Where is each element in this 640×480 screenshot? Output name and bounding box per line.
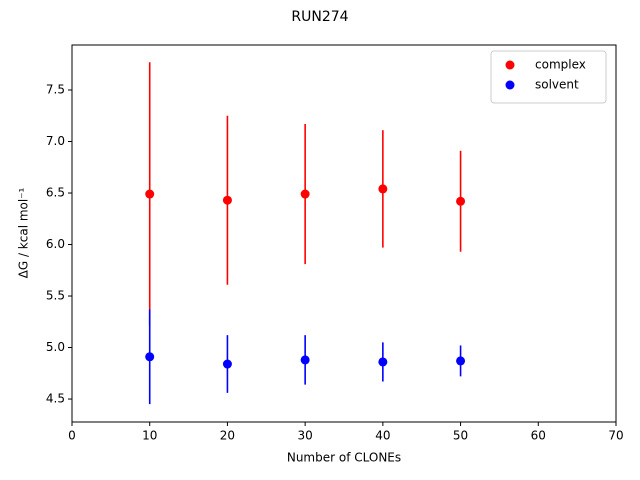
y-tick-label: 5.5: [46, 289, 65, 303]
point: [222, 195, 232, 205]
plot-frame: [71, 44, 617, 423]
y-tick-label: 5.0: [46, 340, 65, 354]
y-tick-label: 6.5: [46, 186, 65, 200]
point: [378, 184, 388, 194]
y-tick-label: 4.5: [46, 392, 65, 406]
legend-marker: [505, 60, 515, 70]
x-tick-label: 70: [608, 429, 623, 443]
y-axis-label: ΔG / kcal mol⁻¹: [17, 187, 31, 278]
x-tick-label: 10: [142, 429, 157, 443]
y-tick-label: 7.5: [46, 83, 65, 97]
x-tick-label: 0: [68, 429, 76, 443]
chart-title: RUN274: [291, 9, 348, 25]
x-tick-label: 40: [375, 429, 390, 443]
legend-box: [490, 50, 607, 104]
x-tick-label: 50: [453, 429, 468, 443]
point: [222, 359, 232, 369]
x-tick-label: 60: [531, 429, 546, 443]
x-axis-label: Number of CLONEs: [287, 451, 401, 465]
point: [300, 189, 310, 199]
point: [145, 352, 155, 362]
point: [378, 357, 388, 367]
x-tick-label: 30: [298, 429, 313, 443]
legend-label: complex: [535, 58, 586, 72]
point: [456, 196, 466, 206]
point: [300, 355, 310, 365]
y-tick-label: 7.0: [46, 134, 65, 148]
y-tick-label: 6.0: [46, 237, 65, 251]
legend-marker: [505, 80, 515, 90]
point: [456, 356, 466, 366]
x-tick-label: 20: [220, 429, 235, 443]
legend-label: solvent: [535, 78, 579, 92]
point: [145, 189, 155, 199]
